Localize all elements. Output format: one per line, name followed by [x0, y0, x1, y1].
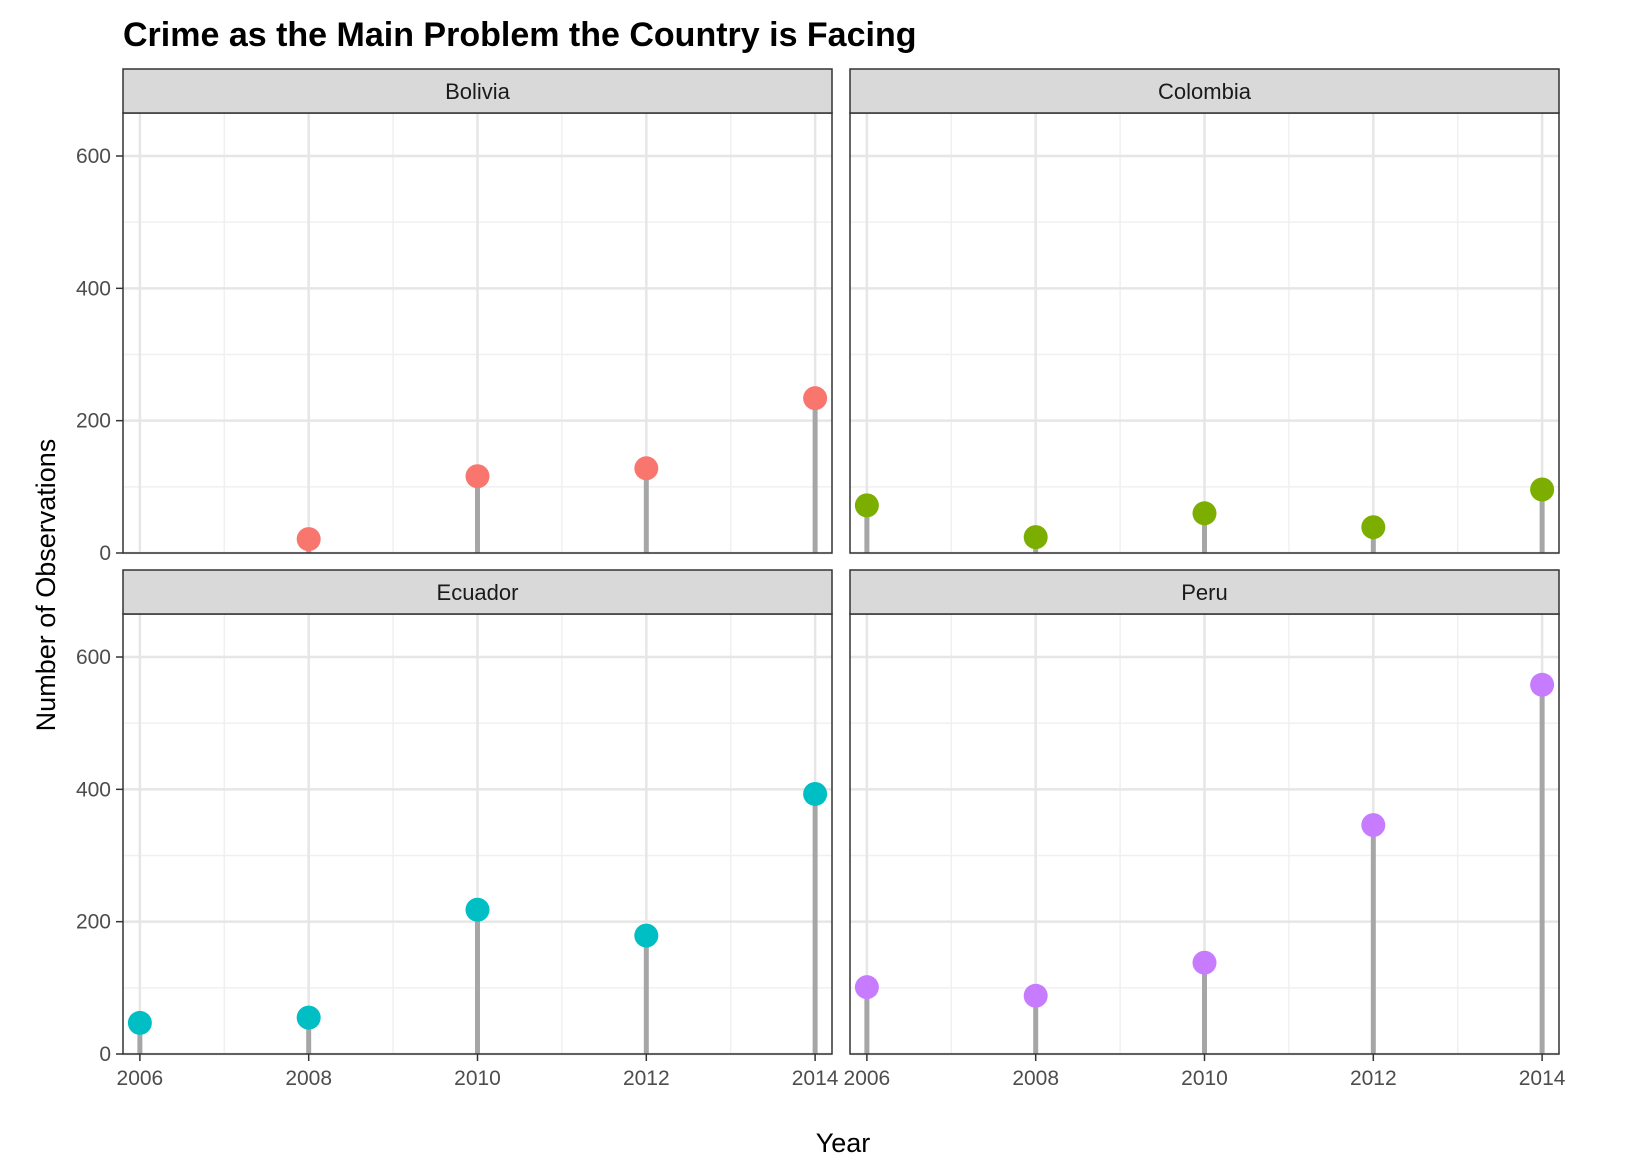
data-point	[634, 456, 659, 481]
data-point	[1361, 515, 1386, 540]
x-tick-label: 2006	[117, 1067, 164, 1090]
facet-colombia: Colombia	[849, 68, 1560, 555]
facet-peru: Peru 2006 2008 2010 2012 2014	[844, 569, 1566, 1090]
x-tick-label: 2006	[844, 1067, 891, 1090]
facet-strip	[849, 68, 1560, 114]
data-point	[1361, 813, 1386, 838]
x-tick-label: 2014	[1519, 1067, 1566, 1090]
x-axis-title: Year	[816, 1128, 871, 1158]
chart-title: Crime as the Main Problem the Country is…	[123, 16, 917, 54]
data-point	[854, 975, 879, 1000]
facet-panels: Bolivia 0 200 400 600 Colombia Ecuador 0 200 400 6…	[76, 68, 1566, 1090]
data-point	[296, 1005, 321, 1030]
x-tick-label: 2012	[1350, 1067, 1397, 1090]
x-tick-label: 2010	[454, 1067, 501, 1090]
data-point	[1023, 525, 1048, 550]
facet-strip-label: Bolivia	[445, 79, 511, 104]
data-point	[1023, 983, 1048, 1008]
facet-ecuador: Ecuador 0 200 400 600 2006 2008 2010 2012 2014	[76, 569, 839, 1090]
facet-strip	[122, 569, 833, 615]
data-point	[465, 464, 490, 489]
facet-strip-label: Peru	[1181, 580, 1227, 605]
y-tick-label: 400	[76, 778, 111, 801]
facet-strip-label: Colombia	[1158, 79, 1252, 104]
data-point	[803, 386, 828, 411]
y-tick-label: 400	[76, 277, 111, 300]
facet-strip-label: Ecuador	[437, 580, 519, 605]
x-tick-label: 2010	[1181, 1067, 1228, 1090]
x-tick-label: 2008	[1012, 1067, 1059, 1090]
x-tick-label: 2014	[792, 1067, 839, 1090]
data-point	[854, 493, 879, 518]
facet-bolivia: Bolivia 0 200 400 600	[76, 68, 833, 565]
y-tick-label: 600	[76, 145, 111, 168]
y-tick-label: 0	[99, 1043, 111, 1066]
facet-strip	[122, 68, 833, 114]
data-point	[634, 923, 659, 948]
data-point	[803, 781, 828, 806]
y-axis-title: Number of Observations	[31, 439, 61, 732]
x-tick-label: 2008	[285, 1067, 332, 1090]
x-tick-label: 2012	[623, 1067, 670, 1090]
data-point	[1530, 477, 1555, 502]
y-tick-label: 0	[99, 542, 111, 565]
data-point	[465, 897, 490, 922]
data-point	[1530, 672, 1555, 697]
data-point	[296, 527, 321, 552]
data-point	[1192, 501, 1217, 526]
y-tick-label: 200	[76, 911, 111, 934]
data-point	[1192, 950, 1217, 975]
facet-strip	[849, 569, 1560, 615]
data-point	[127, 1010, 152, 1035]
y-tick-label: 200	[76, 410, 111, 433]
y-tick-label: 600	[76, 646, 111, 669]
